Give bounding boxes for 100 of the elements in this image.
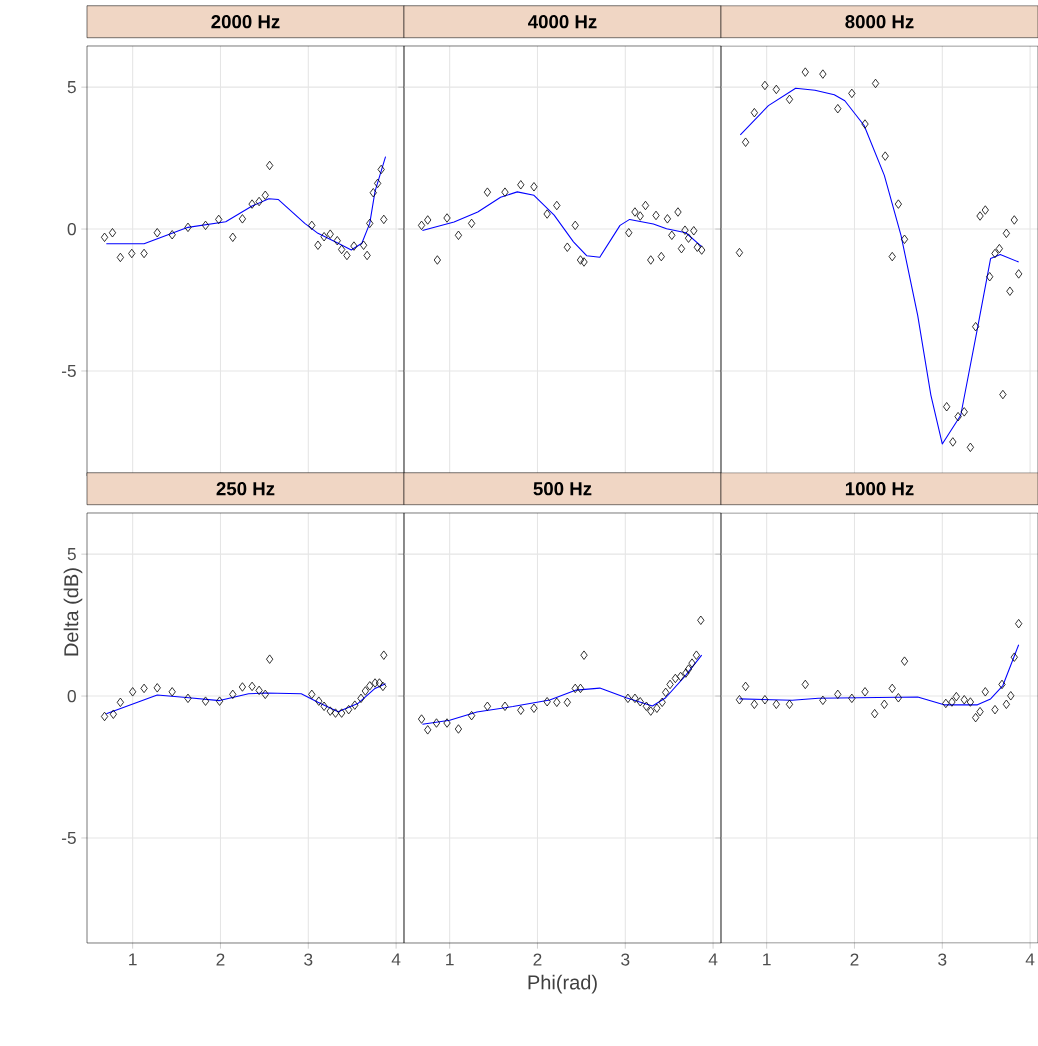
point <box>108 228 117 238</box>
point <box>229 232 237 242</box>
point <box>261 190 269 200</box>
point <box>986 272 994 282</box>
point <box>116 252 124 263</box>
point <box>693 242 701 252</box>
x-tick-label: 2 <box>533 953 542 966</box>
point <box>952 691 960 702</box>
point <box>345 705 353 715</box>
x-tick-label: 1 <box>129 953 137 966</box>
point <box>571 220 579 231</box>
chart-title: 2000 Hz <box>211 15 280 29</box>
point <box>801 679 809 690</box>
point <box>215 696 224 706</box>
point <box>331 708 340 718</box>
point <box>326 229 334 239</box>
point <box>255 685 263 696</box>
point <box>834 689 842 700</box>
point <box>350 241 358 251</box>
point <box>369 188 377 198</box>
x-tick-label: 4 <box>391 953 401 966</box>
point <box>333 236 341 246</box>
point <box>681 225 689 235</box>
point <box>315 696 323 706</box>
point <box>981 687 989 697</box>
point <box>819 695 827 705</box>
point <box>261 689 269 700</box>
x-tick-label: 3 <box>621 953 630 966</box>
point <box>692 650 701 660</box>
point <box>697 615 705 625</box>
point <box>888 683 896 694</box>
x-tick-label: 3 <box>938 953 947 966</box>
point <box>168 230 176 240</box>
point <box>801 67 809 77</box>
point <box>761 80 769 91</box>
point <box>942 698 950 709</box>
point <box>377 164 385 175</box>
point <box>215 214 223 225</box>
x-tick-label: 4 <box>708 953 718 966</box>
point <box>443 718 451 728</box>
point <box>772 84 780 95</box>
point <box>580 257 588 267</box>
point <box>468 710 476 721</box>
point <box>871 708 879 719</box>
point <box>972 322 980 332</box>
point <box>881 151 889 161</box>
point <box>338 244 346 255</box>
point <box>991 705 999 715</box>
point <box>684 233 693 243</box>
point <box>834 104 842 114</box>
point <box>255 196 263 207</box>
point <box>184 222 192 233</box>
point <box>948 697 956 707</box>
x-tick-label: 1 <box>763 953 771 966</box>
point <box>894 199 902 209</box>
point <box>663 214 672 224</box>
point <box>530 182 538 192</box>
point <box>116 697 124 707</box>
point <box>960 695 968 705</box>
point <box>375 678 384 688</box>
point <box>483 701 492 711</box>
point <box>266 160 274 171</box>
point <box>100 232 109 242</box>
point <box>128 248 136 259</box>
point <box>1010 215 1018 225</box>
y-tick-label: 0 <box>67 222 76 236</box>
point <box>424 725 432 735</box>
point <box>999 389 1007 400</box>
point <box>761 695 769 705</box>
x-tick-label: 4 <box>1025 953 1035 966</box>
point <box>417 220 426 231</box>
chart-title: 8000 Hz <box>845 15 914 29</box>
point <box>785 94 794 105</box>
point <box>454 724 463 734</box>
point <box>201 220 210 231</box>
point <box>949 437 957 447</box>
point <box>682 668 690 678</box>
chart-title: 500 Hz <box>533 482 592 496</box>
point <box>647 255 655 265</box>
y-tick-label: -5 <box>61 364 76 378</box>
point <box>338 708 346 718</box>
point <box>677 671 685 682</box>
point <box>871 78 880 89</box>
point <box>371 678 379 688</box>
point <box>576 255 585 265</box>
point <box>248 199 256 209</box>
y-tick-label: 5 <box>67 548 76 561</box>
point <box>900 656 909 666</box>
point <box>563 242 571 252</box>
point <box>424 215 432 225</box>
point <box>553 697 561 707</box>
point <box>819 69 827 79</box>
point <box>184 693 192 703</box>
point <box>380 214 388 225</box>
point <box>100 711 109 722</box>
line-series <box>105 156 387 251</box>
point <box>326 706 334 716</box>
point <box>363 250 371 261</box>
point <box>1010 652 1018 662</box>
point <box>998 679 1006 690</box>
